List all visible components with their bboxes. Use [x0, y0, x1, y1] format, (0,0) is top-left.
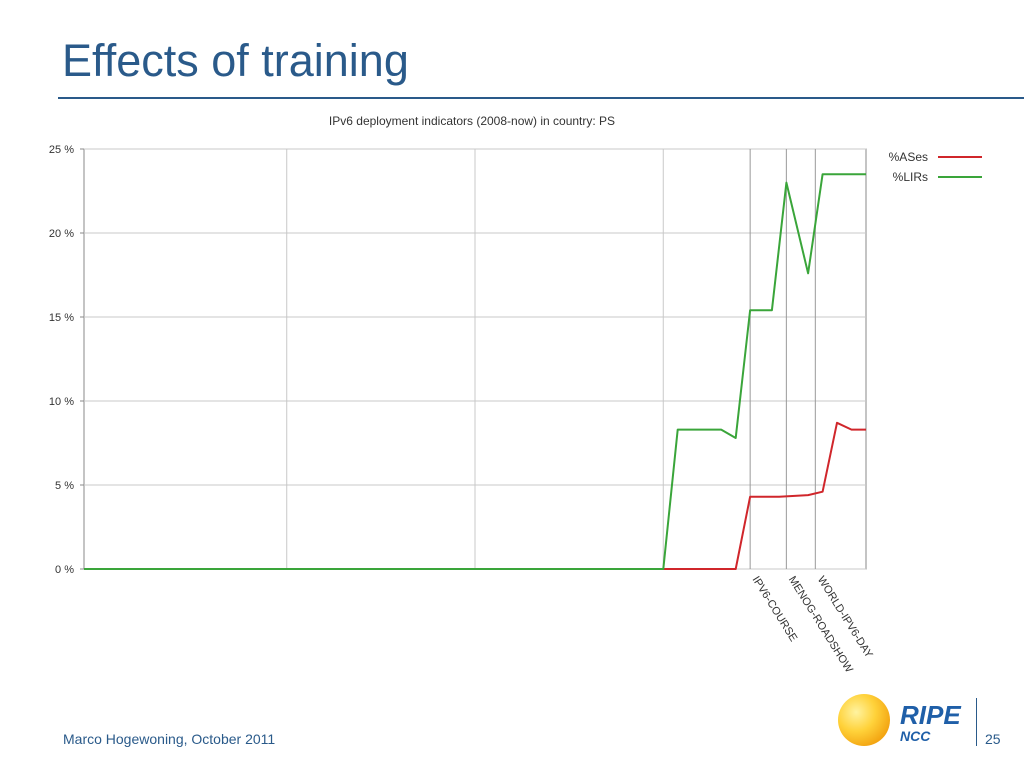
y-axis-ticks: 0 % 5 % 10 % 15 % 20 % 25 %	[49, 144, 74, 576]
page-number: 25	[985, 731, 1001, 747]
legend-label-lirs: %LIRs	[893, 170, 928, 184]
title-divider	[58, 97, 1024, 99]
ripe-ncc-logo: RIPE NCC	[838, 694, 978, 754]
series-line-ases	[84, 421, 866, 570]
sun-logo-icon	[838, 694, 890, 746]
y-tick-label: 0 %	[55, 564, 74, 576]
y-tick-label: 25 %	[49, 144, 74, 156]
y-tick-label: 20 %	[49, 228, 74, 240]
series-line-lirs	[84, 173, 866, 570]
chart-legend: %ASes %LIRs	[889, 150, 982, 184]
y-tick-label: 5 %	[55, 480, 74, 492]
footer-author: Marco Hogewoning, October 2011	[63, 731, 276, 747]
slide-title: Effects of training	[62, 35, 409, 86]
footer-divider	[976, 698, 977, 746]
logo-text-main: RIPE	[900, 700, 961, 730]
chart-title: IPv6 deployment indicators (2008-now) in…	[329, 114, 615, 128]
chart-series	[84, 173, 866, 570]
legend-label-ases: %ASes	[889, 150, 928, 164]
logo-text-sub: NCC	[900, 728, 931, 744]
y-tick-label: 15 %	[49, 312, 74, 324]
ipv6-deployment-chart: IPv6 deployment indicators (2008-now) in…	[49, 114, 982, 675]
y-tick-label: 10 %	[49, 396, 74, 408]
